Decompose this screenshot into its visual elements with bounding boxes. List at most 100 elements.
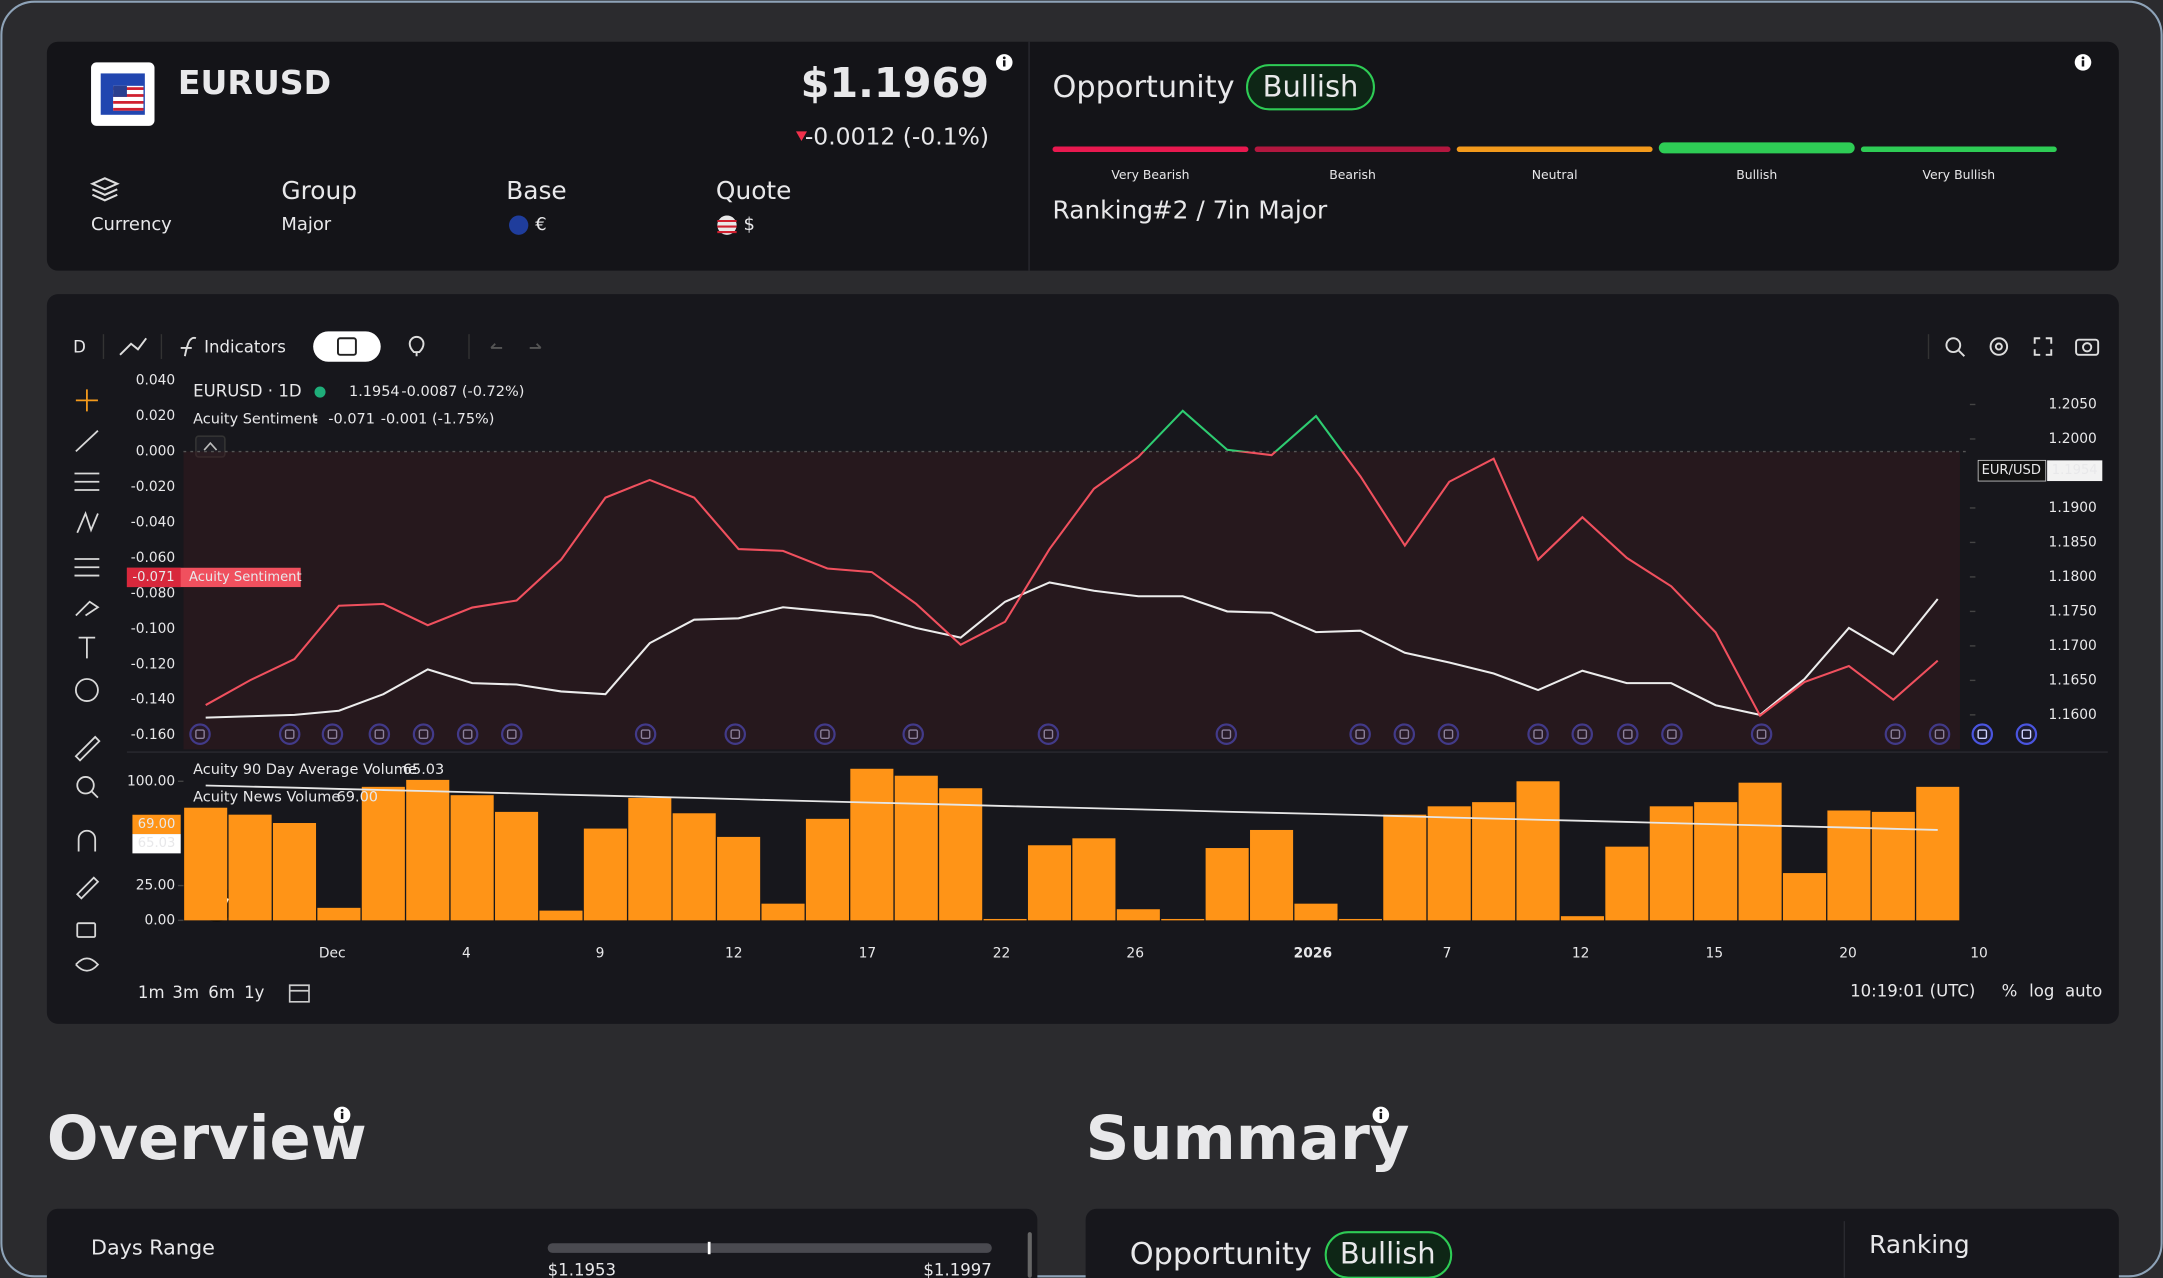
volume-bar <box>361 786 405 921</box>
range-track <box>547 1243 992 1253</box>
down-arrow <box>795 131 807 142</box>
volume-bar <box>850 768 894 921</box>
legend-value: 65.03 <box>403 762 444 778</box>
sentiment-level: Bearish <box>1329 167 1376 182</box>
volume-bar <box>1250 829 1294 921</box>
x-tick-label: 10 <box>1970 946 1988 962</box>
volume-bar <box>672 813 716 921</box>
sentiment-tag-value: -0.071 <box>132 570 174 585</box>
x-tick-label: 22 <box>993 946 1011 962</box>
sentiment-segment <box>1254 146 1451 153</box>
field-value: $ <box>744 214 755 235</box>
volume-bar <box>1027 845 1072 921</box>
volume-tag: 65.03 <box>138 836 176 851</box>
symbol: EURUSD <box>178 63 331 102</box>
y-tick-label: -0.040 <box>131 514 175 530</box>
date-range-icon[interactable] <box>288 984 310 1003</box>
y2-tick-label: 1.1650 <box>2049 672 2097 688</box>
y-tick-label: 0.040 <box>136 373 175 389</box>
volume-bar <box>1738 782 1782 921</box>
price-change: -0.0012 (-0.1%) <box>805 123 989 151</box>
y2-tick-label: 1.1850 <box>2049 534 2097 550</box>
top-right-icons[interactable] <box>1945 337 2100 357</box>
event-marker <box>2015 723 2038 745</box>
y-tick-label: 0.020 <box>136 408 175 424</box>
range-button: 3m <box>172 983 199 1002</box>
y2-tick-label: 1.2000 <box>2049 431 2097 447</box>
calendar-button[interactable] <box>313 331 381 362</box>
y-tick-label: -0.140 <box>131 692 175 708</box>
drawing-tools[interactable] <box>74 389 101 972</box>
y2-tick-label: 1.2050 <box>2049 396 2097 412</box>
x-tick-label: 7 <box>1443 946 1452 962</box>
clock: 10:19:01 (UTC) <box>1850 982 1975 1001</box>
calendar-icon <box>337 337 357 356</box>
volume-bar <box>406 779 450 921</box>
y-tick-label: -0.100 <box>131 621 175 637</box>
status: Bullish <box>1340 1237 1436 1271</box>
volume-bar <box>272 823 317 921</box>
opportunity-label: Opportunity <box>1130 1237 1312 1272</box>
price-line <box>205 581 1939 719</box>
volume-bar <box>1516 781 1560 921</box>
y2-tick-label: 1.1600 <box>2049 707 2097 723</box>
volume-bar <box>1294 903 1338 921</box>
volume-bar <box>1161 918 1205 921</box>
legend-change: -0.001 (-1.75%) <box>381 412 495 428</box>
legend-name: Acuity News Volume <box>193 790 340 806</box>
legend-value: 69.00 <box>337 790 378 806</box>
field-value: € <box>535 214 546 235</box>
range-button: 1m <box>138 983 165 1002</box>
y-tick-label: 100.00 <box>127 773 175 789</box>
sentiment-level: Very Bearish <box>1111 167 1189 182</box>
y2-tick-label: 1.1800 <box>2049 569 2097 585</box>
undo-redo[interactable] <box>490 343 542 349</box>
x-tick-label: 2026 <box>1294 946 1332 962</box>
volume-bar <box>495 811 539 921</box>
volume-bar <box>805 818 849 921</box>
volume-bar <box>583 828 627 921</box>
volume-bar <box>939 788 983 921</box>
range-button: 1y <box>244 983 265 1002</box>
legend-dot <box>314 386 326 398</box>
sentiment-level: Bullish <box>1736 167 1777 182</box>
info-icon[interactable] <box>995 54 1013 71</box>
price-tag-name: EUR/USD <box>1982 463 2041 478</box>
scrollbar[interactable] <box>1027 1232 1032 1278</box>
field-label: Base <box>506 176 566 205</box>
volume-bar <box>1116 909 1160 921</box>
x-tick-label: 4 <box>462 946 471 962</box>
range-high: $1.1997 <box>923 1260 991 1278</box>
fx-icon[interactable] <box>180 336 197 357</box>
days-range-label: Days Range <box>91 1236 215 1260</box>
overview-card <box>46 1208 1038 1278</box>
ranking-group: in Major <box>1228 195 1328 224</box>
y-tick-label: -0.160 <box>131 727 175 743</box>
volume-bar <box>539 910 583 921</box>
y-tick-label: 0.000 <box>136 444 175 460</box>
volume-bar <box>1560 916 1604 921</box>
volume-bar <box>983 918 1027 921</box>
legend-name: EURUSD · 1D <box>193 382 301 401</box>
bulb-icon[interactable] <box>408 335 425 357</box>
volume-bar <box>450 795 494 921</box>
volume-bar <box>1338 918 1382 921</box>
opportunity-label: Opportunity <box>1053 70 1235 105</box>
toolbar-separators <box>102 334 1930 359</box>
field-label: Quote <box>716 176 791 205</box>
info-icon[interactable] <box>2074 54 2092 71</box>
chart-type-icon[interactable] <box>119 337 147 356</box>
volume-bar <box>1427 806 1471 921</box>
volume-bar <box>628 797 672 921</box>
x-tick-label: 15 <box>1706 946 1724 962</box>
scale-option: auto <box>2065 982 2102 1001</box>
x-tick-label: Dec <box>319 946 346 962</box>
legend-name: Acuity 90 Day Average Volume <box>193 762 417 778</box>
range-low: $1.1953 <box>548 1260 616 1278</box>
flag-icon <box>91 62 155 126</box>
volume-bar <box>228 814 272 921</box>
sentiment-segment <box>1456 146 1653 153</box>
field-value: Major <box>281 214 331 235</box>
volume-tag-bg <box>132 814 181 835</box>
